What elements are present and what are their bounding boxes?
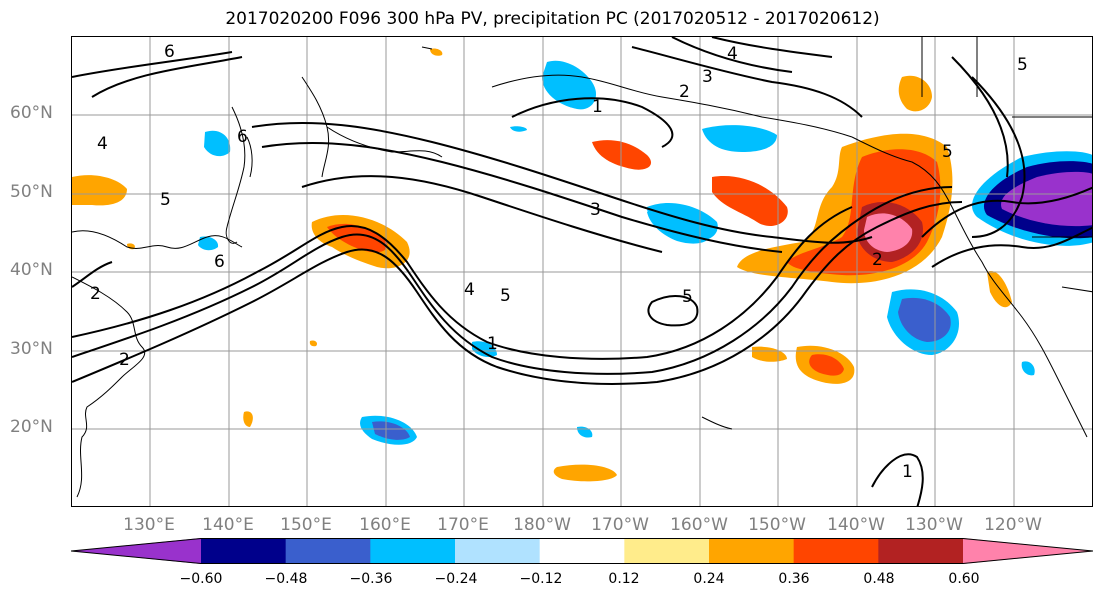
colorbar-segment bbox=[539, 538, 625, 564]
graticule bbox=[72, 37, 1092, 506]
lat-label-30n: 30°N bbox=[10, 339, 53, 359]
contour-label: 3 bbox=[590, 200, 601, 220]
map-title: 2017020200 F096 300 hPa PV, precipitatio… bbox=[225, 9, 880, 29]
contour-label: 1 bbox=[487, 334, 498, 354]
colorbar-extend-low bbox=[71, 538, 201, 564]
contour-label: 6 bbox=[164, 42, 175, 62]
colorbar-segment bbox=[201, 538, 287, 564]
lon-label-170w: 170°W bbox=[591, 515, 649, 535]
contour-label: 1 bbox=[592, 97, 603, 117]
colorbar-tick-label: 0.24 bbox=[693, 571, 725, 587]
map-frame: 6 4 3 2 1 6 4 5 3 6 2 2 5 4 1 5 2 5 1 5 bbox=[71, 36, 1093, 507]
lat-label-40n: 40°N bbox=[10, 260, 53, 280]
lon-label-120w: 120°W bbox=[984, 515, 1042, 535]
colorbar-segment bbox=[793, 538, 879, 564]
contour-label: 2 bbox=[679, 82, 690, 102]
lon-label-160w: 160°W bbox=[670, 515, 728, 535]
contour-label: 5 bbox=[1017, 55, 1028, 75]
contour-label: 6 bbox=[237, 127, 248, 147]
contour-label: 1 bbox=[902, 462, 913, 482]
coastlines bbox=[72, 37, 1092, 498]
contour-labels: 6 4 3 2 1 6 4 5 3 6 2 2 5 4 1 5 2 5 1 5 bbox=[90, 42, 1028, 482]
lon-label-170e: 170°E bbox=[437, 515, 489, 535]
lat-label-50n: 50°N bbox=[10, 182, 53, 202]
colorbar-segment bbox=[455, 538, 541, 564]
pv-contours bbox=[72, 37, 1092, 506]
colorbar-extend-high bbox=[963, 538, 1093, 564]
lon-label-150w: 150°W bbox=[748, 515, 806, 535]
precip-shading bbox=[72, 48, 1092, 482]
colorbar-tick-label: 0.48 bbox=[863, 571, 895, 587]
colorbar-segments bbox=[71, 538, 1093, 564]
colorbar-segment bbox=[878, 538, 964, 564]
map-canvas: 6 4 3 2 1 6 4 5 3 6 2 2 5 4 1 5 2 5 1 5 bbox=[72, 37, 1092, 506]
colorbar-tick-label: −0.48 bbox=[264, 571, 308, 587]
colorbar-tick-label: −0.24 bbox=[434, 571, 478, 587]
contour-label: 6 bbox=[214, 252, 225, 272]
colorbar-tick-label: −0.36 bbox=[349, 571, 393, 587]
lon-label-140e: 140°E bbox=[202, 515, 254, 535]
lon-label-150e: 150°E bbox=[280, 515, 332, 535]
contour-label: 5 bbox=[160, 190, 171, 210]
lon-label-130e: 130°E bbox=[123, 515, 175, 535]
colorbar-tick-label: 0.60 bbox=[948, 571, 980, 587]
lon-label-160e: 160°E bbox=[359, 515, 411, 535]
colorbar bbox=[71, 538, 1093, 564]
lat-label-20n: 20°N bbox=[10, 417, 53, 437]
lon-label-130w: 130°W bbox=[905, 515, 963, 535]
colorbar-tick-label: −0.12 bbox=[519, 571, 563, 587]
contour-label: 4 bbox=[727, 44, 738, 64]
contour-label: 4 bbox=[97, 134, 108, 154]
colorbar-segment bbox=[370, 538, 456, 564]
colorbar-tick-label: 0.36 bbox=[778, 571, 810, 587]
contour-label: 5 bbox=[500, 286, 511, 306]
contour-label: 5 bbox=[682, 287, 693, 307]
lat-label-60n: 60°N bbox=[10, 103, 53, 123]
contour-label: 2 bbox=[872, 250, 883, 270]
contour-label: 4 bbox=[464, 280, 475, 300]
contour-label: 2 bbox=[90, 284, 101, 304]
colorbar-segment bbox=[285, 538, 371, 564]
colorbar-segment bbox=[624, 538, 710, 564]
contour-label: 3 bbox=[702, 67, 713, 87]
colorbar-tick-label: −0.60 bbox=[179, 571, 223, 587]
colorbar-segment bbox=[709, 538, 795, 564]
colorbar-tick-label: 0.12 bbox=[608, 571, 640, 587]
lon-label-140w: 140°W bbox=[827, 515, 885, 535]
lon-label-180w: 180°W bbox=[513, 515, 571, 535]
contour-label: 5 bbox=[942, 142, 953, 162]
contour-label: 2 bbox=[119, 350, 130, 370]
